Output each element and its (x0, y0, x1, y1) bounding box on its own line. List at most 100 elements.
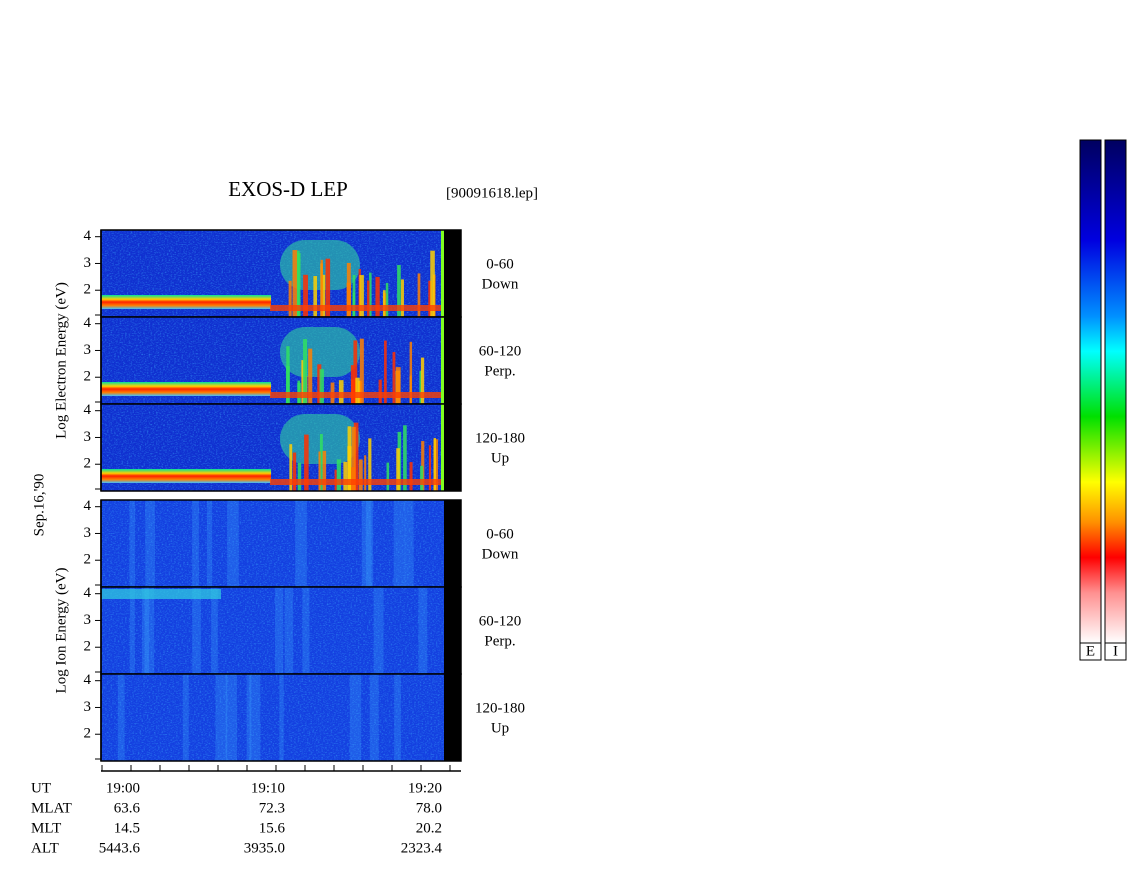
y-tick-label: 4 (84, 498, 92, 514)
streak (313, 276, 318, 317)
ephemeris-value: 63.6 (114, 800, 141, 816)
ephemeris-value: 2323.4 (401, 840, 443, 856)
streak (211, 587, 218, 674)
ephemeris-value: 19:00 (106, 780, 140, 796)
edge-stripe (441, 230, 446, 317)
streak (395, 367, 401, 404)
ephemeris-value: 72.3 (259, 800, 285, 816)
y-tick-label: 3 (84, 699, 92, 715)
streak (385, 282, 389, 317)
streak (292, 250, 298, 317)
black-strip (444, 500, 461, 587)
streak (292, 452, 297, 491)
direction: Up (491, 720, 509, 736)
streak (400, 279, 404, 317)
streak (319, 434, 323, 491)
y-tick-label: 4 (84, 228, 92, 244)
streak (409, 462, 413, 491)
streak (182, 674, 189, 761)
streak (392, 352, 396, 404)
streak (359, 338, 364, 404)
ephemeris-value: 14.5 (114, 820, 140, 836)
streak (418, 587, 428, 674)
y-tick-label: 2 (84, 726, 92, 742)
cloud (280, 327, 360, 377)
low-energy-band (101, 295, 271, 309)
y-tick-label: 4 (84, 672, 92, 688)
streak (246, 674, 252, 761)
direction: Perp. (484, 633, 515, 649)
colorbar (1079, 139, 1102, 644)
streak (296, 250, 300, 317)
y-tick-label: 2 (84, 639, 92, 655)
ephemeris-value: 15.6 (259, 820, 286, 836)
streak (129, 587, 135, 674)
streak (144, 587, 155, 674)
streak (288, 280, 292, 317)
black-strip (444, 587, 461, 674)
top-band (101, 589, 221, 599)
streak (321, 274, 326, 317)
streak (343, 461, 348, 491)
streak (117, 674, 125, 761)
direction: Down (482, 276, 519, 292)
angle-range: 0-60 (486, 256, 514, 272)
streak (420, 357, 425, 404)
streak (359, 275, 364, 317)
angle-range: 0-60 (486, 526, 514, 542)
streak (384, 340, 387, 404)
black-strip (444, 674, 461, 761)
streak (225, 674, 238, 761)
streak (275, 587, 284, 674)
streak (369, 272, 372, 317)
streak (303, 274, 308, 317)
angle-range: 60-120 (479, 613, 522, 629)
y-tick-label: 2 (84, 282, 92, 298)
streak (192, 587, 201, 674)
streak (249, 674, 261, 761)
streak (192, 500, 199, 587)
black-strip (444, 404, 461, 491)
streak (367, 280, 370, 317)
direction: Down (482, 546, 519, 562)
edge-stripe (441, 317, 446, 404)
spectrogram-noise (101, 674, 444, 761)
low-energy-band-right (270, 305, 442, 311)
streak (352, 275, 356, 317)
streak (368, 438, 372, 491)
streak (386, 462, 390, 491)
streak (145, 500, 156, 587)
streak (364, 455, 367, 491)
ephemeris-value: 20.2 (416, 820, 442, 836)
streak (349, 674, 362, 761)
streak (428, 280, 432, 317)
streak (430, 250, 435, 317)
ephemeris-value: 78.0 (416, 800, 442, 816)
streak (417, 273, 421, 317)
ephemeris-value: 5443.6 (99, 840, 141, 856)
streak (297, 462, 302, 491)
streak (295, 500, 307, 587)
streak (322, 450, 327, 491)
streak (289, 444, 293, 491)
edge-stripe (441, 404, 446, 491)
low-energy-band-right (270, 392, 442, 398)
streak (346, 262, 351, 317)
y-tick-label: 2 (84, 369, 92, 385)
ephemeris-name: MLAT (31, 800, 72, 816)
streak (419, 370, 422, 404)
y-axis-label: Log Electron Energy (eV) (53, 282, 69, 439)
streak (319, 369, 324, 404)
streak (206, 500, 213, 587)
streak (318, 451, 321, 491)
spectrogram-noise (101, 500, 444, 587)
streak (373, 587, 384, 674)
streak (393, 500, 406, 587)
streak (336, 459, 341, 491)
streak (378, 379, 382, 404)
streak (361, 500, 372, 587)
streak (308, 348, 313, 404)
streak (286, 346, 290, 404)
colorbar-label: E (1086, 643, 1095, 659)
